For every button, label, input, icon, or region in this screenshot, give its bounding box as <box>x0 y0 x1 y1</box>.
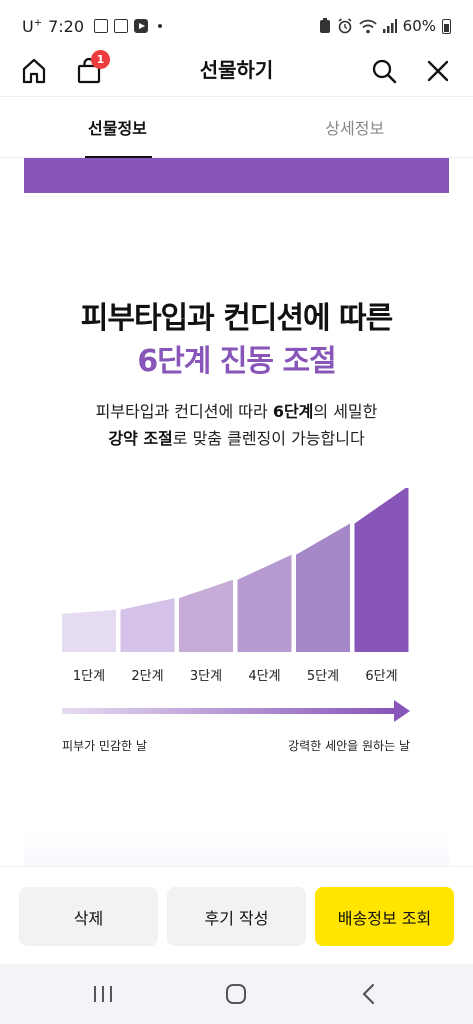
home-icon <box>22 58 46 84</box>
page-title: 선물하기 <box>199 58 274 82</box>
vibration-level-chart: 1단계 2단계 3단계 4단계 5단계 6단계 피부가 민감한 날 강력한 세안을 원하는… <box>62 488 410 753</box>
recent-apps-button[interactable] <box>90 982 116 1006</box>
tab-bar: 선물정보 상세정보 <box>0 96 473 158</box>
close-button[interactable] <box>421 54 455 88</box>
signal-icon <box>382 19 397 33</box>
status-bar: U+ 7:20 60% <box>0 0 473 52</box>
gallery-notification-icon <box>94 19 109 33</box>
status-time: 7:20 <box>48 16 85 36</box>
app-header: 1 선물하기 <box>0 50 473 96</box>
level-label: 6단계 <box>365 669 397 684</box>
level-bar <box>120 598 175 652</box>
system-nav-bar <box>0 964 473 1024</box>
description-line-2: 강약 조절로 맞춤 클렌징이 가능합니다 <box>108 429 365 448</box>
active-tab-indicator <box>85 156 152 158</box>
shipping-info-button[interactable]: 배송정보 조회 <box>315 887 454 946</box>
tab-gift-info[interactable]: 선물정보 <box>0 97 237 158</box>
recent-apps-icon <box>94 986 112 1002</box>
search-icon <box>372 59 397 84</box>
home-circle-icon <box>226 984 246 1004</box>
level-bar <box>62 609 116 652</box>
tab-detail-info[interactable]: 상세정보 <box>237 97 473 157</box>
bottom-action-bar: 삭제 후기 작성 배송정보 조회 <box>0 866 473 964</box>
level-label: 3단계 <box>190 669 222 684</box>
level-bar <box>354 488 409 652</box>
level-label: 4단계 <box>248 669 280 684</box>
search-button[interactable] <box>367 54 401 88</box>
intensity-arrow-shaft <box>62 708 394 714</box>
intensity-arrow-head <box>394 700 410 722</box>
back-button[interactable] <box>356 982 382 1006</box>
arrow-left-label: 피부가 민감한 날 <box>62 739 147 753</box>
wifi-icon <box>359 19 377 33</box>
write-review-button[interactable]: 후기 작성 <box>167 887 306 946</box>
app-notification-icon <box>114 19 129 33</box>
alarm-icon <box>338 18 352 34</box>
level-label: 1단계 <box>73 669 105 684</box>
battery-saver-icon <box>319 18 330 33</box>
description: 피부타입과 컨디션에 따라 6단계의 세밀한 강약 조절로 맞춤 클렌징이 가능… <box>24 398 449 452</box>
battery-icon <box>442 18 451 34</box>
tab-detail-info-label: 상세정보 <box>325 119 385 138</box>
purple-banner <box>24 158 449 193</box>
headline-line-1: 피부타입과 컨디션에 따른 <box>80 301 394 336</box>
home-button[interactable] <box>17 54 51 88</box>
cart-button[interactable]: 1 <box>72 50 110 88</box>
level-bar <box>179 579 233 652</box>
level-bar <box>296 523 350 652</box>
level-bar <box>237 554 292 652</box>
carrier-label: U+ <box>22 16 43 36</box>
youtube-notification-icon <box>134 19 149 33</box>
level-label: 5단계 <box>307 669 339 684</box>
close-icon <box>427 60 449 82</box>
back-icon <box>362 983 375 1005</box>
product-detail-content: 피부타입과 컨디션에 따른 6단계 진동 조절 피부타입과 컨디션에 따라 6단… <box>24 158 449 866</box>
tab-gift-info-label: 선물정보 <box>88 119 147 138</box>
battery-percent: 60% <box>402 17 436 35</box>
headline-line-2: 6단계 진동 조절 <box>137 344 336 379</box>
delete-button[interactable]: 삭제 <box>19 887 158 946</box>
level-label: 2단계 <box>131 669 163 684</box>
cart-badge: 1 <box>91 50 110 69</box>
more-notifications-icon <box>158 24 163 28</box>
description-line-1: 피부타입과 컨디션에 따라 6단계의 세밀한 <box>95 402 378 421</box>
section-divider <box>24 826 449 866</box>
arrow-right-label: 강력한 세안을 원하는 날 <box>288 739 410 753</box>
home-nav-button[interactable] <box>223 982 249 1006</box>
